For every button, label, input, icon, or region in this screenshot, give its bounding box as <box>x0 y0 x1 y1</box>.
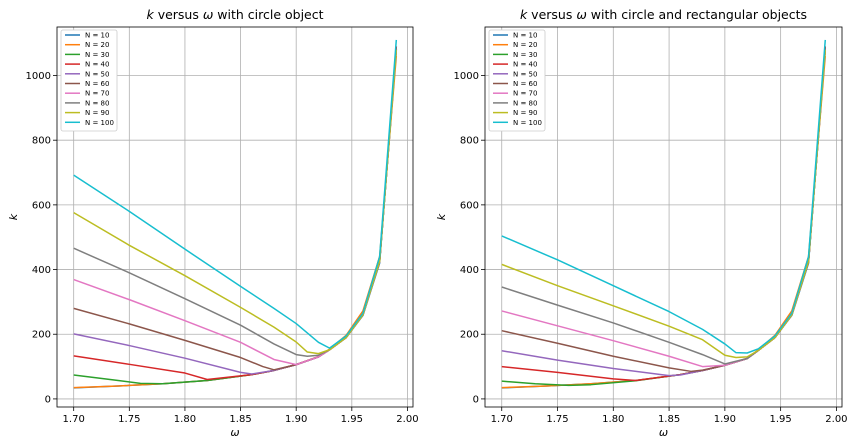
x-tick-label: 1.80 <box>602 414 624 425</box>
legend <box>60 29 118 132</box>
x-tick-label: 1.95 <box>770 414 792 425</box>
y-tick-label: 600 <box>460 200 479 211</box>
x-tick-label: 1.70 <box>63 414 85 425</box>
legend-label: N = 40 <box>85 61 109 69</box>
x-axis-label: ω <box>659 426 668 439</box>
y-tick-label: 0 <box>473 394 479 405</box>
legend-label: N = 70 <box>513 90 537 98</box>
legend-label: N = 50 <box>85 70 109 78</box>
x-tick-label: 2.00 <box>396 414 418 425</box>
x-tick-label: 1.85 <box>229 414 251 425</box>
legend-label: N = 10 <box>85 32 109 40</box>
legend-label: N = 30 <box>85 51 109 59</box>
y-tick-label: 400 <box>32 265 51 276</box>
x-tick-label: 1.90 <box>714 414 736 425</box>
y-tick-label: 800 <box>460 136 479 147</box>
y-tick-label: 1000 <box>454 71 479 82</box>
y-tick-label: 800 <box>32 136 51 147</box>
chart-title: k versus ω with circle object <box>146 7 323 22</box>
x-tick-label: 1.90 <box>285 414 307 425</box>
series-line <box>73 39 398 349</box>
x-tick-label: 1.85 <box>658 414 680 425</box>
series-line <box>501 49 827 359</box>
y-tick-label: 0 <box>45 394 51 405</box>
y-tick-label: 200 <box>32 330 51 341</box>
x-tick-label: 1.95 <box>341 414 363 425</box>
legend-label: N = 80 <box>85 99 109 107</box>
legend-label: N = 30 <box>513 51 537 59</box>
series-group <box>501 39 827 389</box>
series-group <box>73 39 398 389</box>
y-tick-label: 600 <box>32 200 51 211</box>
axes-frame <box>484 26 843 408</box>
right-chart: k versus ω with circle and rectangular o… <box>435 7 848 439</box>
legend-label: N = 60 <box>85 80 109 88</box>
x-tick-label: 1.80 <box>174 414 196 425</box>
y-axis-label: k <box>435 213 448 220</box>
x-tick-label: 1.75 <box>118 414 140 425</box>
x-tick-label: 2.00 <box>825 414 847 425</box>
legend-label: N = 90 <box>85 109 109 117</box>
legend-label: N = 60 <box>513 80 537 88</box>
left-chart: k versus ω with circle object 1.70 1.75 1.… <box>7 7 419 439</box>
legend-label: N = 20 <box>513 41 537 49</box>
y-tick-label: 1000 <box>26 71 51 82</box>
legend-label: N = 70 <box>85 90 109 98</box>
x-tick-label: 1.70 <box>491 414 513 425</box>
series-line <box>501 39 827 354</box>
y-tick-label: 200 <box>460 330 479 341</box>
series-line <box>73 49 398 355</box>
legend-label: N = 10 <box>513 32 537 40</box>
legend-label: N = 90 <box>513 109 537 117</box>
legend-label: N = 100 <box>513 119 542 127</box>
x-axis-label: ω <box>230 426 239 439</box>
legend-label: N = 100 <box>85 119 114 127</box>
legend-label: N = 20 <box>85 41 109 49</box>
axes-frame <box>56 26 414 408</box>
legend-label: N = 50 <box>513 70 537 78</box>
y-axis-label: k <box>7 213 20 220</box>
x-tick-label: 1.75 <box>546 414 568 425</box>
y-tick-label: 400 <box>460 265 479 276</box>
legend <box>488 29 546 132</box>
chart-title: k versus ω with circle and rectangular o… <box>520 7 807 22</box>
legend-label: N = 40 <box>513 61 537 69</box>
legend-label: N = 80 <box>513 99 537 107</box>
